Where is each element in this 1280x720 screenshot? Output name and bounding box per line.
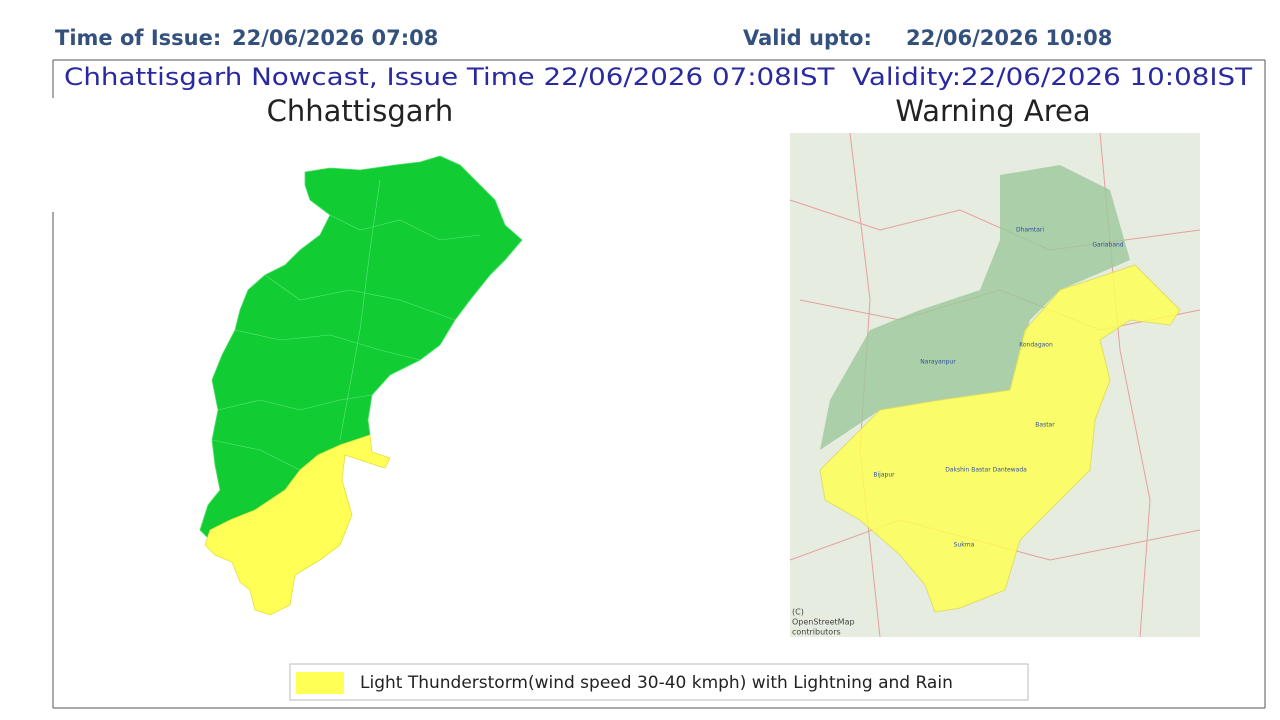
place-label: Bijapur [873,472,895,479]
right-map-title: Warning Area [895,94,1090,128]
valid-label: Valid upto: [743,26,872,50]
valid-time: 22/06/2026 10:08 [906,26,1112,50]
map-credit: contributors [792,628,841,637]
left-map-title: Chhattisgarh [267,94,454,128]
state-map [199,155,523,616]
issue-time: 22/06/2026 07:08 [232,26,438,50]
frame [52,59,1266,709]
legend: Light Thunderstorm(wind speed 30-40 kmph… [289,663,1029,701]
legend-swatch [296,672,344,694]
place-label: Sukma [954,542,975,549]
bulletin-title: Chhattisgarh Nowcast, Issue Time 22/06/2… [64,63,1252,91]
place-label: Bastar [1035,422,1055,429]
legend-label: Light Thunderstorm(wind speed 30-40 kmph… [360,673,953,693]
issue-label: Time of Issue: [55,26,221,50]
warning-map: Dhamtari Gariaband Kondagaon Narayanpur … [789,132,1201,638]
state-area [199,155,523,541]
warning-zone [204,434,391,616]
place-label: Dhamtari [1016,227,1044,234]
warning-zone [819,264,1181,613]
map-credit: OpenStreetMap [792,618,855,627]
place-label: Narayanpur [920,359,956,366]
forest [820,165,1130,450]
place-label: Kondagaon [1019,342,1053,349]
map-credit: (C) [792,608,804,617]
place-label: Gariaband [1092,242,1123,249]
place-label: Dakshin Bastar Dantewada [945,467,1027,474]
legend-box [289,663,1029,701]
